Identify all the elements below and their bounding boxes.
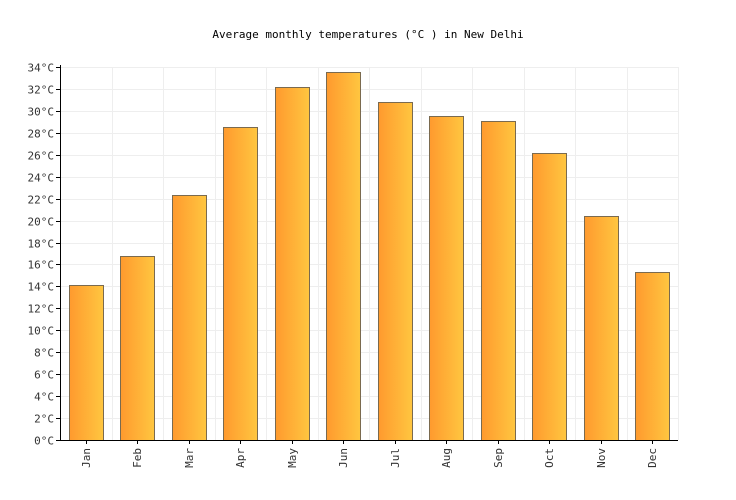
y-tick-label: 32°C xyxy=(28,84,55,97)
bar-aug[interactable] xyxy=(429,116,464,441)
bar-nov[interactable] xyxy=(584,216,619,441)
bar-layer xyxy=(69,72,670,441)
y-tick-label: 26°C xyxy=(28,150,55,163)
x-tick-label-oct: Oct xyxy=(543,448,556,468)
x-tick-label-jun: Jun xyxy=(337,448,350,468)
x-tick-label-feb: Feb xyxy=(131,448,144,468)
bar-jan[interactable] xyxy=(69,285,104,441)
grid-layer xyxy=(60,67,679,441)
x-tick-label-sep: Sep xyxy=(492,448,505,468)
y-tick-label: 20°C xyxy=(28,216,55,229)
y-tick-label: 0°C xyxy=(34,435,54,448)
y-tick-label: 30°C xyxy=(28,106,55,119)
bar-sep[interactable] xyxy=(481,121,516,441)
y-tick-label: 28°C xyxy=(28,128,55,141)
x-tick-label-mar: Mar xyxy=(183,448,196,468)
y-tick-label: 2°C xyxy=(34,413,54,426)
axis-layer xyxy=(56,65,678,444)
y-tick-label: 14°C xyxy=(28,281,55,294)
bar-oct[interactable] xyxy=(532,153,567,441)
y-tick-label: 8°C xyxy=(34,347,54,360)
label-layer: 0°C 2°C 4°C 6°C 8°C 10°C 12°C 14°C 16°C 18°C 20°C 2… xyxy=(28,62,660,468)
y-tick-label: 22°C xyxy=(28,194,55,207)
bar-may[interactable] xyxy=(275,87,310,441)
y-tick-label: 6°C xyxy=(34,369,54,382)
bar-mar[interactable] xyxy=(172,195,207,441)
x-tick-label-may: May xyxy=(286,448,299,468)
bar-jul[interactable] xyxy=(378,102,413,441)
bar-dec[interactable] xyxy=(635,272,670,441)
y-tick-label: 34°C xyxy=(28,62,55,75)
x-tick-label-nov: Nov xyxy=(595,448,608,468)
y-tick-label: 12°C xyxy=(28,303,55,316)
y-tick-label: 10°C xyxy=(28,325,55,338)
x-tick-label-apr: Apr xyxy=(234,448,247,468)
chart-title: Average monthly temperatures (°C ) in Ne… xyxy=(212,28,523,41)
x-tick-label-jul: Jul xyxy=(389,448,402,468)
bar-apr[interactable] xyxy=(223,127,258,441)
x-tick-label-aug: Aug xyxy=(440,448,453,468)
y-tick-label: 18°C xyxy=(28,238,55,251)
x-tick-label-jan: Jan xyxy=(80,448,93,468)
x-tick-label-dec: Dec xyxy=(646,448,659,468)
bar-feb[interactable] xyxy=(120,256,155,441)
y-tick-label: 16°C xyxy=(28,259,55,272)
y-tick-label: 24°C xyxy=(28,172,55,185)
y-tick-label: 4°C xyxy=(34,391,54,404)
bar-jun[interactable] xyxy=(326,72,361,441)
